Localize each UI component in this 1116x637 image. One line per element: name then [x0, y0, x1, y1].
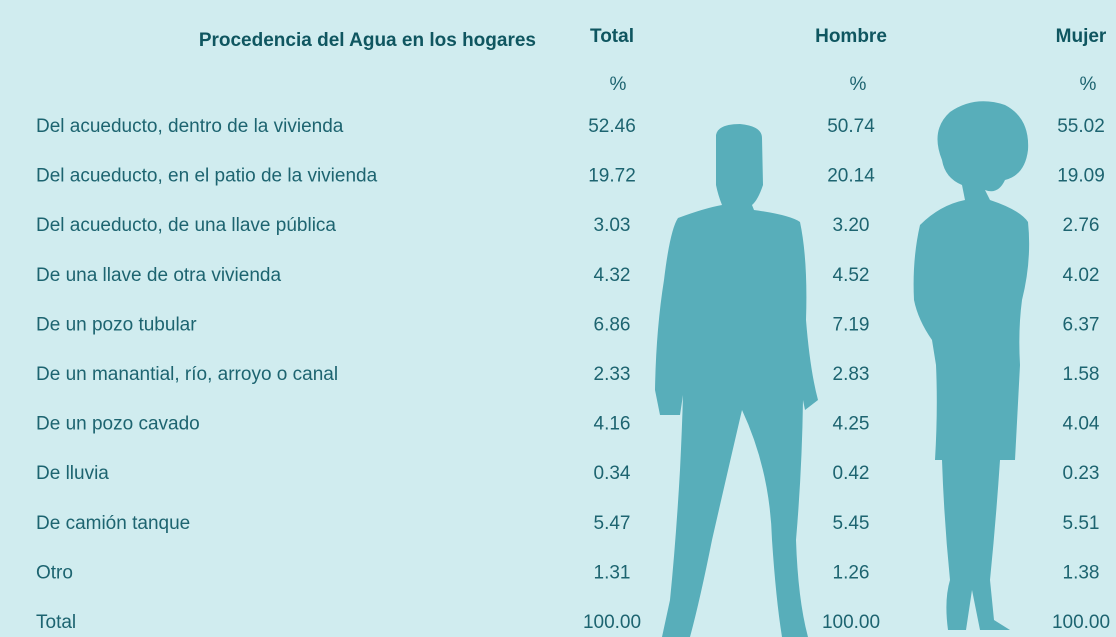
row-label: De una llave de otra vivienda: [36, 265, 281, 286]
column-header: Mujer: [1056, 26, 1107, 47]
cell-value: 5.51: [1063, 513, 1100, 534]
cell-value: 4.25: [833, 414, 870, 435]
cell-value: 5.47: [594, 513, 631, 534]
row-label: Del acueducto, de una llave pública: [36, 215, 336, 236]
cell-value: 4.32: [594, 265, 631, 286]
cell-value: 3.03: [594, 215, 631, 236]
cell-value: 5.45: [833, 513, 870, 534]
cell-value: 1.31: [594, 562, 631, 583]
cell-value: 50.74: [827, 116, 875, 137]
cell-value: 2.76: [1063, 215, 1100, 236]
cell-value: 0.23: [1063, 463, 1100, 484]
row-label: De un pozo tubular: [36, 314, 197, 335]
cell-value: 0.34: [594, 463, 631, 484]
row-label: De lluvia: [36, 463, 109, 484]
row-label: Del acueducto, en el patio de la viviend…: [36, 166, 378, 187]
cell-value: 100.00: [822, 612, 880, 633]
cell-value: 1.58: [1063, 364, 1100, 385]
table-title: Procedencia del Agua en los hogares: [199, 30, 536, 51]
row-label: De un pozo cavado: [36, 414, 200, 435]
unit-label: %: [610, 74, 627, 95]
cell-value: 2.33: [594, 364, 631, 385]
cell-value: 52.46: [588, 116, 636, 137]
infographic: Procedencia del Agua en los hogares Tota…: [0, 0, 1116, 637]
cell-value: 6.86: [594, 314, 631, 335]
column-header: Hombre: [815, 26, 887, 47]
cell-value: 100.00: [583, 612, 641, 633]
cell-value: 4.52: [833, 265, 870, 286]
cell-value: 2.83: [833, 364, 870, 385]
unit-label: %: [1080, 74, 1097, 95]
cell-value: 7.19: [833, 314, 870, 335]
row-label: De camión tanque: [36, 513, 190, 534]
cell-value: 1.26: [833, 562, 870, 583]
column-header: Total: [590, 26, 634, 47]
cell-value: 6.37: [1063, 314, 1100, 335]
cell-value: 4.02: [1063, 265, 1100, 286]
cell-value: 0.42: [833, 463, 870, 484]
unit-label: %: [850, 74, 867, 95]
cell-value: 100.00: [1052, 612, 1110, 633]
cell-value: 20.14: [827, 166, 875, 187]
cell-value: 3.20: [833, 215, 870, 236]
row-label: Otro: [36, 562, 73, 583]
cell-value: 55.02: [1057, 116, 1105, 137]
cell-value: 19.09: [1057, 166, 1105, 187]
row-label: Del acueducto, dentro de la vivienda: [36, 116, 344, 137]
cell-value: 4.04: [1063, 414, 1100, 435]
row-label: Total: [36, 612, 76, 633]
cell-value: 19.72: [588, 166, 636, 187]
row-label: De un manantial, río, arroyo o canal: [36, 364, 338, 385]
cell-value: 1.38: [1063, 562, 1100, 583]
cell-value: 4.16: [594, 414, 631, 435]
